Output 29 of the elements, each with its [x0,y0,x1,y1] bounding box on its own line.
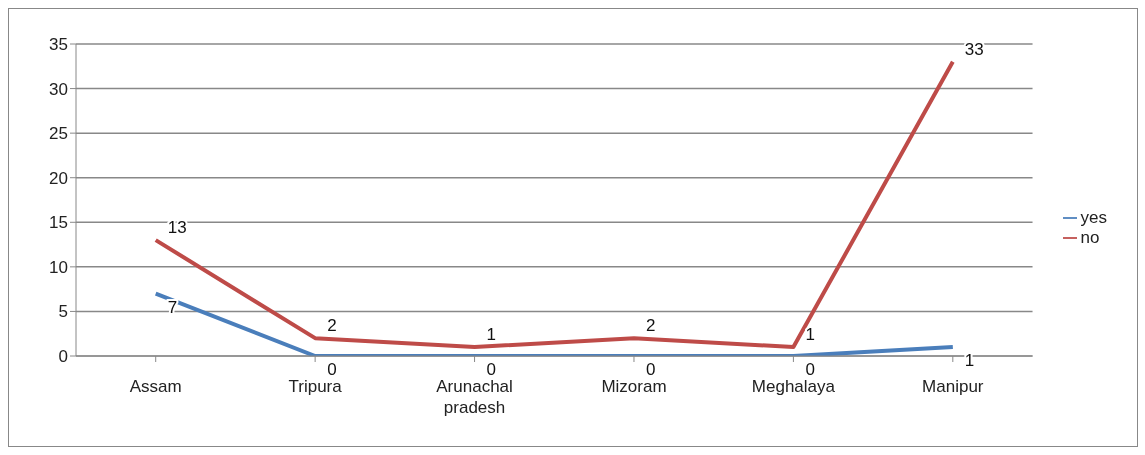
data-label: 2 [327,316,337,336]
x-tick-label: Tripura [288,377,343,396]
data-label: 0 [486,360,497,379]
data-label: 33 [964,39,984,59]
data-label: 0 [327,360,337,379]
line-series [153,59,955,350]
y-tick-label: 0 [58,347,68,367]
y-tick-label: 10 [49,257,68,277]
x-tick-label: Meghalaya [751,377,836,396]
data-label: 1 [964,351,975,371]
y-tick-label: 25 [49,124,68,144]
x-tick-label: Arunachal pradesh [436,377,513,417]
data-label: 1 [805,325,815,345]
x-tick-label: Mizoram [601,377,667,396]
x-tick-label: Assam [129,377,182,396]
y-tick-label: 15 [49,213,68,233]
data-label: 7 [167,297,178,317]
y-tick-label: 30 [49,79,68,99]
y-tick-label: 20 [49,168,68,188]
y-tick-label: 35 [49,35,68,55]
legend-label: no [1080,227,1100,247]
y-tick-label: 5 [58,302,68,322]
data-label: 0 [805,360,815,379]
data-label: 1 [486,325,497,345]
data-label: 0 [645,360,656,379]
data-label: 2 [645,316,656,336]
legend-label: yes [1080,207,1107,227]
data-label: 13 [167,218,187,238]
x-tick-label: Manipur [922,377,984,396]
